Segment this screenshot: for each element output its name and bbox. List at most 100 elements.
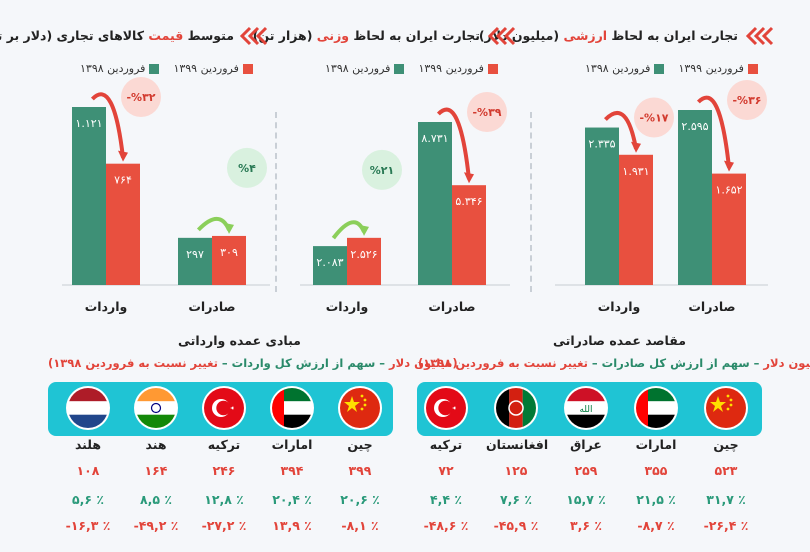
destination-name: افغانستان	[486, 437, 549, 452]
destination-name: چین	[713, 437, 739, 452]
destination-name: عراق	[570, 437, 602, 452]
chevron-arrows-icon	[239, 26, 268, 46]
chevron-arrows-icon	[745, 26, 774, 46]
origin-name: امارات	[271, 437, 313, 452]
uae-flag-icon	[636, 388, 676, 428]
destination-change: -۲۶,۴ ٪	[703, 518, 749, 533]
change-label: -%۳۲	[126, 91, 155, 104]
bar-value-label: ۵.۳۴۶	[455, 195, 482, 208]
origin-value: ۳۹۹	[348, 463, 372, 478]
destination-value: ۲۵۹	[574, 463, 598, 478]
origin-value: ۲۴۶	[212, 463, 236, 478]
chevron-arrows-icon	[487, 26, 516, 46]
destination-name: امارات	[635, 437, 677, 452]
destination-value: ۱۲۵	[504, 463, 528, 478]
bar	[347, 237, 381, 285]
netherlands-flag-icon	[68, 388, 108, 428]
category-label: صادرات	[188, 299, 235, 314]
bar	[678, 110, 712, 285]
india-flag-icon	[136, 388, 176, 428]
bar-value-label: ۲.۰۸۳	[316, 256, 343, 269]
svg-text:الله: الله	[579, 405, 592, 415]
bar	[418, 122, 452, 285]
panel-divider	[275, 112, 277, 292]
category-label: واردات	[598, 299, 641, 314]
weight-panel-title: تجارت ایران به لحاظ وزنی (هزار تن)	[252, 28, 480, 43]
price-panel-title: متوسط قیمت کالاهای تجاری (دلار بر تن)	[0, 28, 234, 43]
destinations-title: مقاصد عمده صادراتی	[553, 333, 686, 348]
bar-value-label: ۲.۳۳۵	[588, 138, 615, 151]
bar	[212, 235, 246, 285]
origin-share: ۲۰,۴ ٪	[272, 492, 312, 507]
origin-share: ۸,۵ ٪	[140, 492, 172, 507]
turkey-flag-icon	[426, 388, 466, 428]
origin-value: ۱۶۴	[144, 463, 168, 478]
trend-arrow-icon	[696, 95, 731, 168]
change-label: -%۳۶	[732, 94, 761, 107]
origin-value: ۳۹۴	[280, 463, 304, 478]
arrow-head-icon	[724, 160, 734, 172]
bar	[106, 163, 140, 285]
origins-subtitle: (میلیون دلار – سهم از ارزش کل واردات – ت…	[48, 356, 458, 370]
destination-value: ۷۲	[438, 463, 454, 478]
destination-share: ۷,۶ ٪	[500, 492, 532, 507]
bar-value-label: ۷۶۴	[114, 174, 132, 187]
bar	[452, 185, 486, 285]
bar-value-label: ۲۹۷	[186, 248, 204, 261]
change-label: -%۱۷	[639, 112, 668, 125]
change-bubble	[467, 92, 507, 132]
category-label: صادرات	[428, 299, 475, 314]
origin-name: چین	[347, 437, 373, 452]
change-bubble	[362, 149, 402, 190]
bar	[712, 173, 746, 285]
origin-share: ۲۰,۶ ٪	[340, 492, 380, 507]
bar-value-label: ۸.۷۳۱	[421, 132, 448, 145]
category-label: واردات	[85, 299, 128, 314]
legend: فروردین ۱۳۹۹ فروردین ۱۳۹۸	[325, 62, 498, 75]
origin-name: هلند	[74, 437, 102, 452]
change-label: %۲۱	[370, 164, 394, 177]
change-bubble	[634, 97, 674, 138]
panel-divider	[530, 112, 532, 292]
destination-share: ۲۱,۵ ٪	[636, 492, 676, 507]
origin-change: -۴۹,۲ ٪	[133, 518, 179, 533]
bar-value-label: ۲.۵۲۶	[350, 248, 377, 261]
destination-change: ۳,۶ ٪	[570, 518, 602, 533]
change-label: -%۳۹	[472, 106, 501, 119]
destinations-subtitle: (میلیون دلار – سهم از ارزش کل صادرات – ت…	[418, 356, 810, 370]
origins-title: مبادی عمده وارداتی	[178, 333, 301, 348]
destination-value: ۳۵۵	[644, 463, 668, 478]
change-bubble	[121, 77, 161, 117]
trend-arrow-icon	[603, 111, 638, 150]
china-flag-icon	[706, 388, 746, 428]
origin-share: ۱۲,۸ ٪	[204, 492, 244, 507]
destination-value: ۵۲۳	[714, 463, 738, 478]
origin-change: -۸,۱ ٪	[341, 518, 379, 533]
bar	[313, 246, 347, 285]
uae-flag-icon	[272, 388, 312, 428]
change-bubble	[227, 147, 267, 188]
origin-name: هند	[145, 437, 167, 452]
destination-share: ۳۱,۷ ٪	[706, 492, 746, 507]
category-label: واردات	[326, 299, 369, 314]
legend: فروردین ۱۳۹۹ فروردین ۱۳۹۸	[585, 62, 758, 75]
trend-arrow-icon	[196, 216, 231, 232]
value-panel-title: تجارت ایران به لحاظ ارزشی (میلیون دلار)	[478, 28, 738, 43]
bar	[178, 237, 212, 285]
bar	[72, 107, 106, 285]
origin-change: -۲۷,۲ ٪	[201, 518, 247, 533]
destination-change: -۸,۷ ٪	[637, 518, 675, 533]
afghanistan-flag-icon	[496, 388, 536, 428]
change-label: %۴	[238, 162, 256, 175]
arrow-head-icon	[118, 150, 128, 162]
bar	[585, 127, 619, 285]
origin-value: ۱۰۸	[76, 463, 100, 478]
bar-value-label: ۱.۹۳۱	[622, 165, 649, 178]
china-flag-icon	[340, 388, 380, 428]
bar-value-label: ۳۰۹	[220, 246, 238, 259]
arrow-head-icon	[464, 172, 474, 184]
destination-change: -۴۵,۹ ٪	[493, 518, 539, 533]
trend-arrow-icon	[90, 92, 125, 158]
category-label: صادرات	[688, 299, 735, 314]
turkey-flag-icon	[204, 388, 244, 428]
